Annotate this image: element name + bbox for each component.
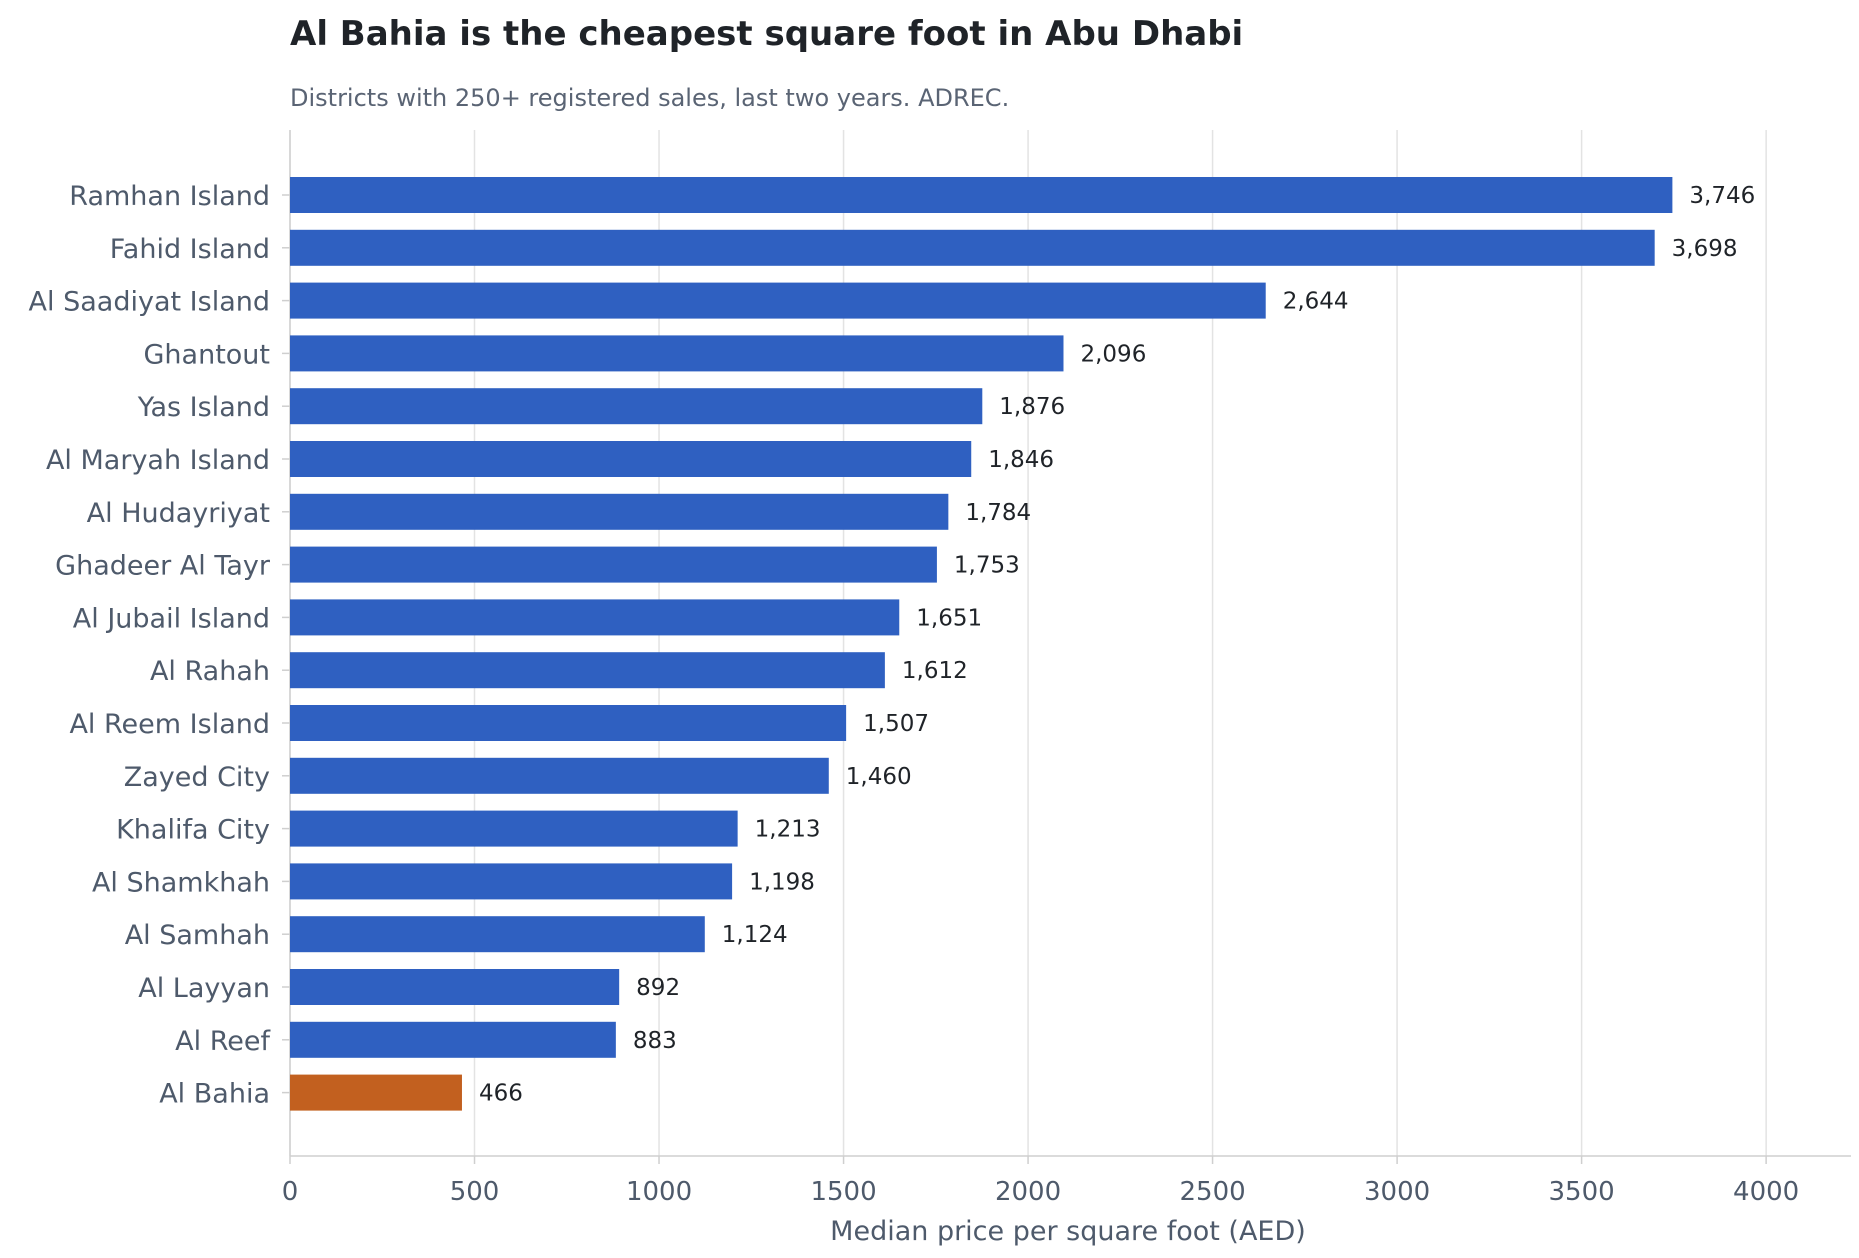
category-label-14: Al Samhah	[125, 920, 270, 951]
value-label-10: 1,507	[863, 711, 929, 737]
bar-11	[290, 757, 829, 794]
category-label-11: Zayed City	[124, 762, 270, 793]
x-tick-label-1: 500	[450, 1177, 500, 1207]
bar-12	[290, 810, 738, 847]
chart-title: Al Bahia is the cheapest square foot in …	[290, 14, 1244, 54]
category-label-8: Al Jubail Island	[73, 603, 270, 634]
value-label-7: 1,753	[954, 553, 1020, 579]
value-label-4: 1,876	[999, 394, 1065, 420]
category-label-12: Khalifa City	[116, 815, 270, 846]
bar-17	[290, 1074, 462, 1111]
value-label-11: 1,460	[846, 764, 912, 790]
bar-16	[290, 1021, 616, 1058]
value-label-6: 1,784	[965, 500, 1031, 526]
bar-7	[290, 546, 937, 583]
value-label-1: 3,698	[1672, 236, 1738, 262]
category-label-10: Al Reem Island	[69, 709, 270, 740]
value-label-15: 892	[636, 975, 680, 1001]
bar-13	[290, 863, 733, 900]
bar-2	[290, 282, 1266, 319]
bar-8	[290, 599, 900, 636]
category-label-3: Ghantout	[144, 339, 271, 370]
x-tick-label-8: 4000	[1733, 1177, 1799, 1207]
bar-1	[290, 229, 1655, 266]
category-label-2: Al Saadiyat Island	[29, 287, 270, 318]
bar-4	[290, 388, 983, 425]
bar-5	[290, 441, 972, 477]
x-tick-label-4: 2000	[995, 1177, 1061, 1207]
category-label-5: Al Maryah Island	[46, 445, 270, 476]
value-label-13: 1,198	[749, 869, 815, 895]
bar-15	[290, 969, 620, 1005]
category-label-1: Fahid Island	[110, 234, 270, 265]
x-axis-title: Median price per square foot (AED)	[830, 1216, 1306, 1247]
value-label-14: 1,124	[722, 922, 788, 948]
value-label-8: 1,651	[916, 605, 982, 631]
x-tick-label-2: 1000	[626, 1177, 692, 1207]
bar-14	[290, 916, 705, 953]
category-label-15: Al Layyan	[138, 973, 270, 1004]
value-label-5: 1,846	[988, 447, 1054, 473]
chart-subtitle: Districts with 250+ registered sales, la…	[290, 84, 1010, 112]
bars	[290, 177, 1673, 1111]
value-label-3: 2,096	[1080, 341, 1146, 367]
bar-6	[290, 493, 949, 530]
category-label-4: Yas Island	[137, 392, 270, 423]
x-tick-label-7: 3500	[1549, 1177, 1615, 1207]
labels: 0 500 1000 1500 2000 2500 3000 3500 4000 Ramhan I…	[29, 181, 1800, 1207]
category-label-7: Ghadeer Al Tayr	[55, 551, 271, 582]
bar-0	[290, 177, 1673, 213]
value-label-0: 3,746	[1689, 183, 1755, 209]
category-label-16: Al Reef	[175, 1026, 271, 1057]
value-label-2: 2,644	[1283, 289, 1349, 315]
x-tick-label-6: 3000	[1364, 1177, 1430, 1207]
bar-9	[290, 652, 885, 689]
x-tick-label-0: 0	[282, 1177, 299, 1207]
value-label-16: 883	[633, 1028, 677, 1054]
bar-3	[290, 335, 1064, 372]
category-label-17: Al Bahia	[159, 1079, 270, 1110]
bar-10	[290, 705, 847, 741]
value-label-12: 1,213	[755, 817, 821, 843]
value-label-17: 466	[479, 1081, 523, 1107]
category-label-0: Ramhan Island	[69, 181, 270, 212]
category-label-9: Al Rahah	[150, 656, 270, 687]
x-tick-label-3: 1500	[810, 1177, 876, 1207]
category-label-13: Al Shamkhah	[92, 867, 270, 898]
category-label-6: Al Hudayriyat	[87, 498, 270, 529]
x-tick-label-5: 2500	[1179, 1177, 1245, 1207]
value-label-9: 1,612	[902, 658, 968, 684]
